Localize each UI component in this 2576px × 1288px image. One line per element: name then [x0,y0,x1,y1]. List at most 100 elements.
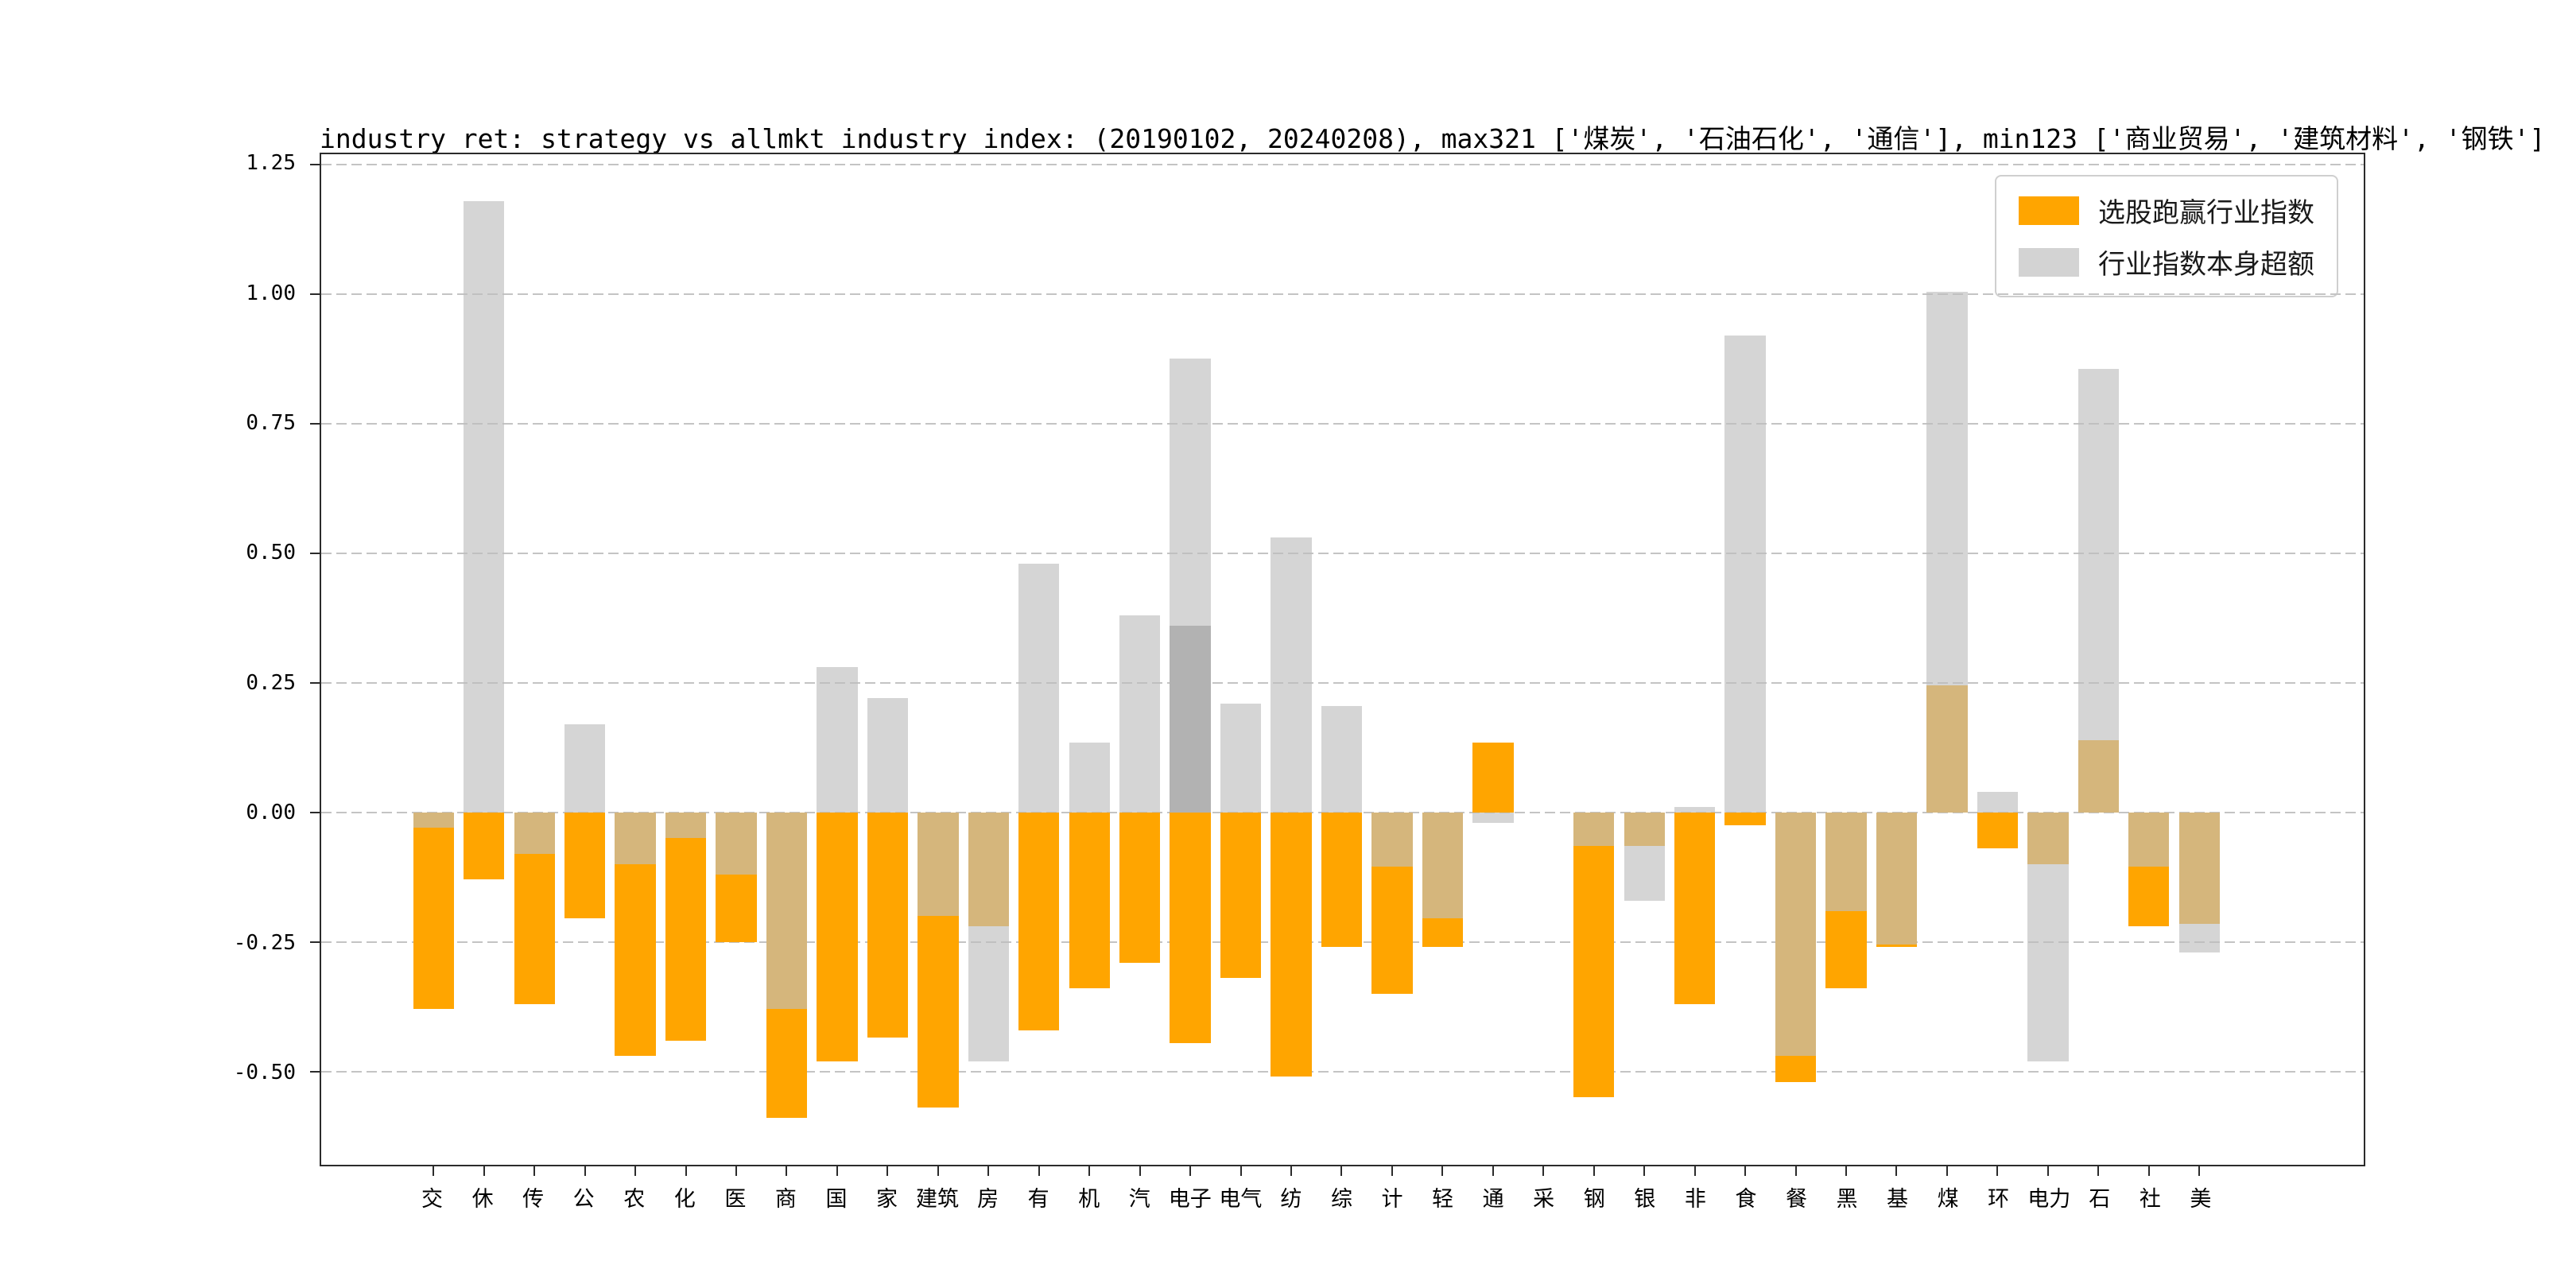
x-tick-mark [1290,1166,1293,1176]
x-tick-mark [483,1166,485,1176]
bar-index [1271,537,1312,813]
x-tick-mark [886,1166,889,1176]
x-tick-label: 银 [1634,1187,1656,1212]
bar-index [1977,791,2019,813]
x-tick-mark [1139,1166,1141,1176]
legend: 选股跑赢行业指数 行业指数本身超额 [1995,175,2338,297]
y-tick-label: 0.50 [246,541,296,565]
x-tick-label: 煤 [1937,1187,1959,1212]
x-tick-label: 纺 [1280,1187,1302,1212]
bar-index [1624,812,1665,901]
bar-index [665,812,707,839]
legend-swatch-gray [2019,247,2079,277]
gridline [321,681,2364,684]
x-tick-mark [1996,1166,1999,1176]
bar-strategy [1220,812,1262,979]
x-tick-mark [2147,1166,2150,1176]
gridline [321,422,2364,425]
x-tick-label: 国 [825,1187,848,1212]
bar-index [1371,812,1413,867]
x-tick-mark [735,1166,738,1176]
bar-index [1674,807,1716,813]
bar-index [2077,369,2119,813]
bar-index [716,812,757,875]
bar-index [1775,812,1817,1057]
bar-index [1573,812,1615,847]
x-tick-label: 有 [1027,1187,1049,1212]
y-axis-labels: 1.25 1.00 0.75 0.50 0.25 0.00 -0.25 -0.50 [0,151,307,1166]
x-tick-mark [1794,1166,1797,1176]
x-tick-mark [1946,1166,1948,1176]
bar-index [1119,615,1161,813]
x-tick-mark [1441,1166,1444,1176]
x-tick-mark [433,1166,435,1176]
y-tick-label: 0.25 [246,670,296,695]
x-tick-label: 商 [774,1187,797,1212]
x-tick-label: 轻 [1432,1187,1454,1212]
bar-strategy [1472,742,1514,813]
y-tick-mark [310,552,320,554]
y-tick-label: -0.25 [233,930,296,955]
x-tick-label: 美 [2190,1187,2212,1212]
x-tick-mark [2046,1166,2049,1176]
x-tick-label: 机 [1078,1187,1100,1212]
bar-index [1069,742,1110,813]
x-tick-mark [1895,1166,1898,1176]
bar-index [766,812,808,1010]
bar-index [564,724,606,813]
bar-strategy [867,812,909,1038]
bar-strategy [1724,812,1766,826]
bar-index [1724,336,1766,813]
gridline [321,293,2364,295]
y-tick-label: -0.50 [233,1061,296,1085]
bar-index [615,812,656,864]
bar-index [1926,291,1968,813]
x-tick-label: 汽 [1128,1187,1150,1212]
x-tick-label: 房 [977,1187,999,1212]
x-tick-label: 家 [875,1187,898,1212]
x-tick-label: 采 [1533,1187,1555,1212]
x-tick-label: 黑 [1836,1187,1858,1212]
bar-strategy [1119,812,1161,963]
x-tick-label: 食 [1735,1187,1757,1212]
x-tick-mark [1189,1166,1192,1176]
x-tick-label: 非 [1684,1187,1706,1212]
x-tick-mark [836,1166,838,1176]
gridline [321,1070,2364,1073]
x-tick-label: 餐 [1785,1187,1807,1212]
x-tick-label: 医 [724,1187,747,1212]
x-tick-mark [533,1166,536,1176]
legend-swatch-orange [2019,196,2079,225]
bar-index [2128,812,2170,867]
y-tick-mark [310,681,320,684]
bar-index [1825,812,1867,911]
x-axis-labels: 交 休 传 公 农 化 医 商 国 家建筑房 有 机 汽电子 电气纺 综 计 轻 通 采 钢 银 非 食 餐 黑 基 煤 环电力石 社 美 [320,1181,2365,1229]
x-tick-mark [1643,1166,1646,1176]
x-tick-label: 休 [471,1187,494,1212]
x-tick-mark [1340,1166,1343,1176]
gridline [321,552,2364,554]
x-tick-mark [1492,1166,1494,1176]
x-tick-label: 基 [1887,1187,1909,1212]
bar-index [968,812,1009,1061]
x-tick-mark [2198,1166,2201,1176]
plot-area: 选股跑赢行业指数 行业指数本身超额 [310,153,2365,1176]
bar-strategy [1674,812,1716,1004]
bar-index [464,200,505,813]
bar-strategy [817,812,858,1061]
x-tick-mark [937,1166,939,1176]
x-tick-label: 电气 [1219,1187,1263,1212]
bar-index [413,812,454,828]
x-tick-label: 公 [572,1187,595,1212]
x-tick-mark [2097,1166,2100,1176]
x-tick-label: 综 [1330,1187,1352,1212]
bar-strategy [665,812,707,1041]
y-tick-label: 0.75 [246,411,296,435]
y-tick-mark [310,1070,320,1073]
y-tick-mark [310,164,320,166]
x-tick-mark [685,1166,687,1176]
bar-strategy [1018,812,1060,1030]
x-tick-label: 石 [2089,1187,2111,1212]
bar-index [1472,812,1514,823]
legend-label-index: 行业指数本身超额 [2098,249,2314,281]
